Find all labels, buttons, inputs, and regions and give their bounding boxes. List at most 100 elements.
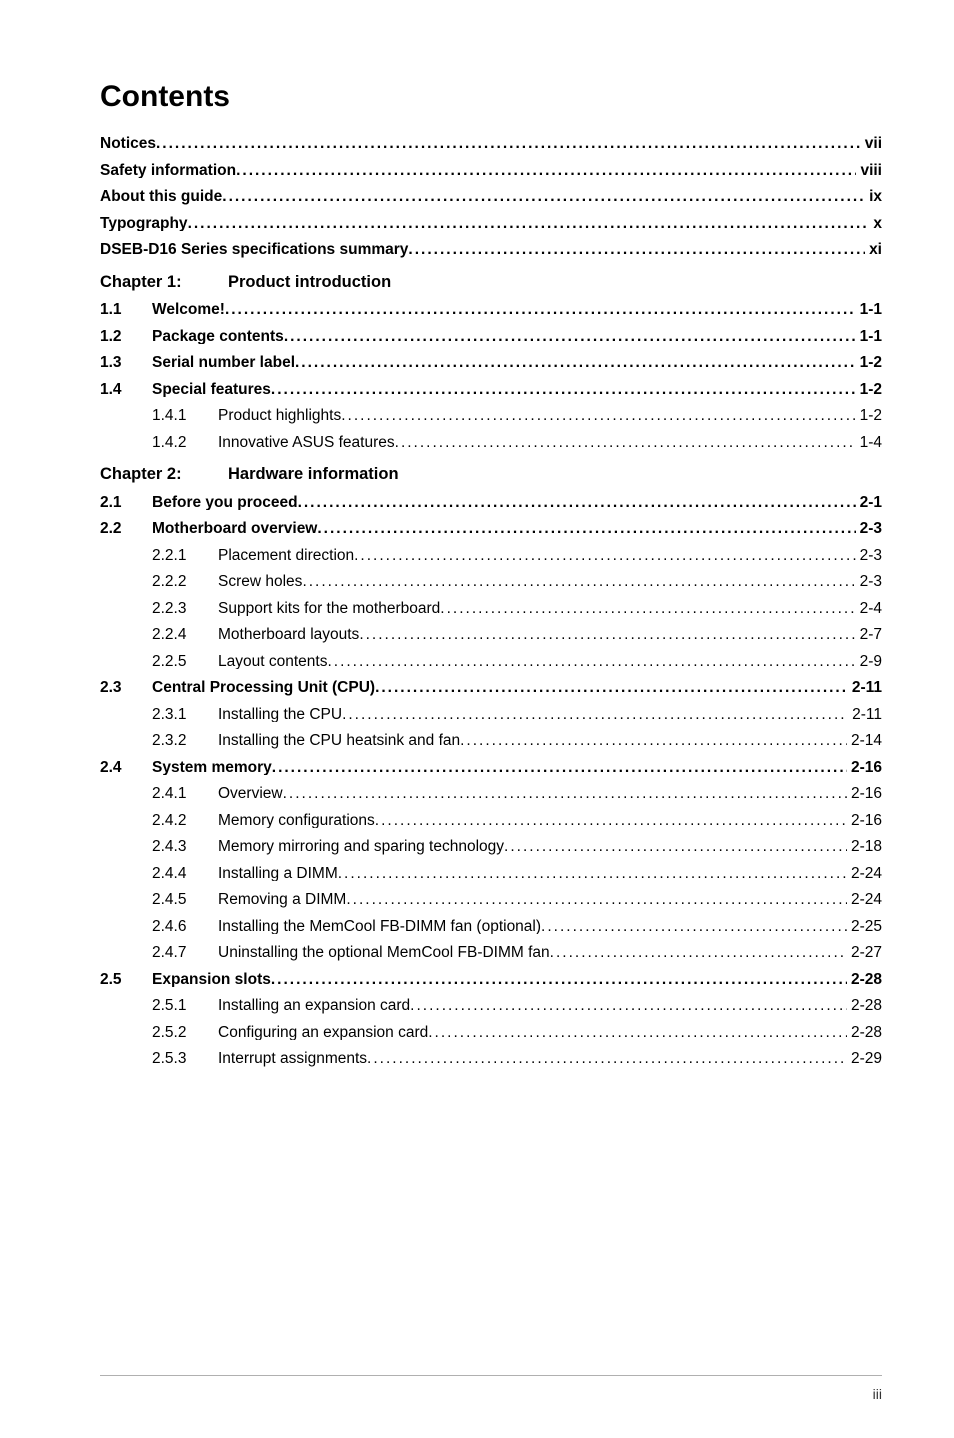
entry-label: Innovative ASUS features	[218, 435, 395, 451]
toc-subsection: 2.4.5Removing a DIMM 2-24	[100, 892, 882, 908]
leader-dots	[342, 707, 848, 723]
entry-page: 2-3	[856, 548, 882, 564]
entry-label: Installing a DIMM	[218, 866, 338, 882]
toc-subsection: 2.2.3Support kits for the motherboard 2-…	[100, 601, 882, 617]
entry-label: Placement direction	[218, 548, 354, 564]
leader-dots	[271, 382, 856, 398]
entry-label: System memory	[152, 760, 272, 776]
leader-dots	[298, 495, 856, 511]
entry-page: 1-2	[856, 355, 882, 371]
entry-label: Safety information	[100, 163, 236, 179]
entry-label: Screw holes	[218, 574, 302, 590]
toc-subsection: 2.4.1Overview 2-16	[100, 786, 882, 802]
leader-dots	[354, 548, 855, 564]
toc-subsection: 2.3.2Installing the CPU heatsink and fan…	[100, 733, 882, 749]
entry-page: vii	[861, 136, 882, 152]
entry-label: Installing an expansion card	[218, 998, 410, 1014]
entry-page: 1-1	[856, 329, 882, 345]
entry-page: 2-24	[847, 892, 882, 908]
entry-number: 2.2.3	[152, 601, 218, 617]
entry-page: 2-3	[856, 574, 882, 590]
entry-number: 2.4.3	[152, 839, 218, 855]
toc-front-matter: Safety information viii	[100, 163, 882, 179]
entry-label: Special features	[152, 382, 271, 398]
leader-dots	[504, 839, 847, 855]
leader-dots	[541, 919, 847, 935]
entry-label: Package contents	[152, 329, 284, 345]
entry-page: 1-4	[856, 435, 882, 451]
leader-dots	[550, 945, 847, 961]
page-title: Contents	[100, 80, 882, 114]
toc-subsection: 1.4.2Innovative ASUS features 1-4	[100, 435, 882, 451]
leader-dots	[428, 1025, 847, 1041]
entry-label: Notices	[100, 136, 156, 152]
toc-subsection: 2.2.1Placement direction 2-3	[100, 548, 882, 564]
entry-number: 2.4	[100, 760, 152, 776]
entry-page: 2-24	[847, 866, 882, 882]
entry-page: 2-28	[847, 998, 882, 1014]
entry-label: Welcome!	[152, 302, 225, 318]
toc-subsection: 2.4.7Uninstalling the optional MemCool F…	[100, 945, 882, 961]
entry-label: Before you proceed	[152, 495, 298, 511]
toc-section: 2.1Before you proceed 2-1	[100, 495, 882, 511]
entry-label: Central Processing Unit (CPU)	[152, 680, 375, 696]
toc-subsection: 2.3.1Installing the CPU 2-11	[100, 707, 882, 723]
entry-number: 1.1	[100, 302, 152, 318]
chapter-number: Chapter 1:	[100, 274, 228, 291]
entry-number: 2.4.5	[152, 892, 218, 908]
toc-section: 1.3Serial number label 1-2	[100, 355, 882, 371]
toc-section: 1.1Welcome! 1-1	[100, 302, 882, 318]
entry-label: Typography	[100, 216, 188, 232]
leader-dots	[283, 786, 847, 802]
entry-page: 1-2	[856, 382, 882, 398]
chapter-number: Chapter 2:	[100, 466, 228, 483]
entry-page: 2-28	[847, 972, 882, 988]
entry-page: 2-1	[856, 495, 882, 511]
entry-page: xi	[865, 242, 882, 258]
entry-label: Overview	[218, 786, 283, 802]
toc-subsection: 2.4.2Memory configurations 2-16	[100, 813, 882, 829]
entry-page: 2-28	[847, 1025, 882, 1041]
leader-dots	[295, 355, 856, 371]
entry-label: Installing the CPU heatsink and fan	[218, 733, 460, 749]
footer-rule	[100, 1375, 882, 1376]
toc-chapter-heading: Chapter 1:Product introduction	[100, 274, 882, 291]
entry-label: Installing the CPU	[218, 707, 342, 723]
entry-page: 1-2	[856, 408, 882, 424]
entry-label: Expansion slots	[152, 972, 271, 988]
leader-dots	[460, 733, 847, 749]
toc-chapter-heading: Chapter 2:Hardware information	[100, 466, 882, 483]
toc-front-matter: Notices vii	[100, 136, 882, 152]
toc-subsection: 2.5.3Interrupt assignments 2-29	[100, 1051, 882, 1067]
entry-number: 1.2	[100, 329, 152, 345]
toc-subsection: 2.2.4Motherboard layouts 2-7	[100, 627, 882, 643]
entry-label: Installing the MemCool FB-DIMM fan (opti…	[218, 919, 541, 935]
entry-page: 2-11	[848, 680, 882, 696]
entry-page: 2-4	[856, 601, 882, 617]
entry-number: 2.2.5	[152, 654, 218, 670]
toc-subsection: 2.5.1Installing an expansion card 2-28	[100, 998, 882, 1014]
leader-dots	[327, 654, 855, 670]
entry-number: 1.4	[100, 382, 152, 398]
leader-dots	[395, 435, 856, 451]
toc-section: 2.4System memory 2-16	[100, 760, 882, 776]
entry-page: 2-18	[847, 839, 882, 855]
toc-subsection: 2.5.2Configuring an expansion card 2-28	[100, 1025, 882, 1041]
toc-subsection: 2.4.3Memory mirroring and sparing techno…	[100, 839, 882, 855]
entry-label: Memory configurations	[218, 813, 375, 829]
entry-number: 2.4.2	[152, 813, 218, 829]
entry-page: ix	[865, 189, 882, 205]
toc-section: 1.4Special features 1-2	[100, 382, 882, 398]
toc-front-matter: About this guide ix	[100, 189, 882, 205]
entry-number: 2.4.4	[152, 866, 218, 882]
leader-dots	[225, 302, 856, 318]
leader-dots	[188, 216, 870, 232]
toc-section: 2.5Expansion slots 2-28	[100, 972, 882, 988]
entry-page: 2-25	[847, 919, 882, 935]
entry-label: Removing a DIMM	[218, 892, 346, 908]
leader-dots	[317, 521, 855, 537]
entry-label: DSEB-D16 Series specifications summary	[100, 242, 408, 258]
entry-page: viii	[856, 163, 882, 179]
leader-dots	[302, 574, 855, 590]
leader-dots	[359, 627, 855, 643]
